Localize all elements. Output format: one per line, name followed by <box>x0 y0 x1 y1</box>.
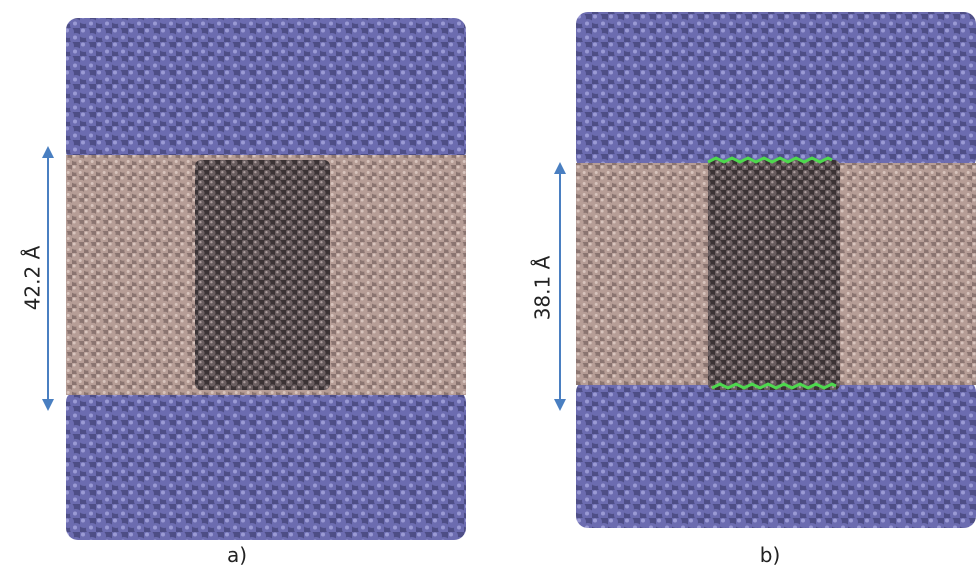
dimension-label: 38.1 Å <box>531 255 555 320</box>
panel-b: 38.1 Å b) <box>531 12 977 567</box>
inclusion <box>708 160 840 390</box>
top-slab <box>576 12 976 170</box>
dimension-label: 42.2 Å <box>21 245 45 310</box>
top-slab <box>66 18 466 163</box>
panel-label: b) <box>760 543 781 567</box>
figure: 42.2 Å a) 38.1 Å b) <box>0 0 978 575</box>
inclusion <box>195 160 330 390</box>
bottom-slab <box>576 380 976 528</box>
panel-label: a) <box>227 543 247 567</box>
panel-a: 42.2 Å a) <box>21 18 467 567</box>
bottom-slab <box>66 390 466 540</box>
